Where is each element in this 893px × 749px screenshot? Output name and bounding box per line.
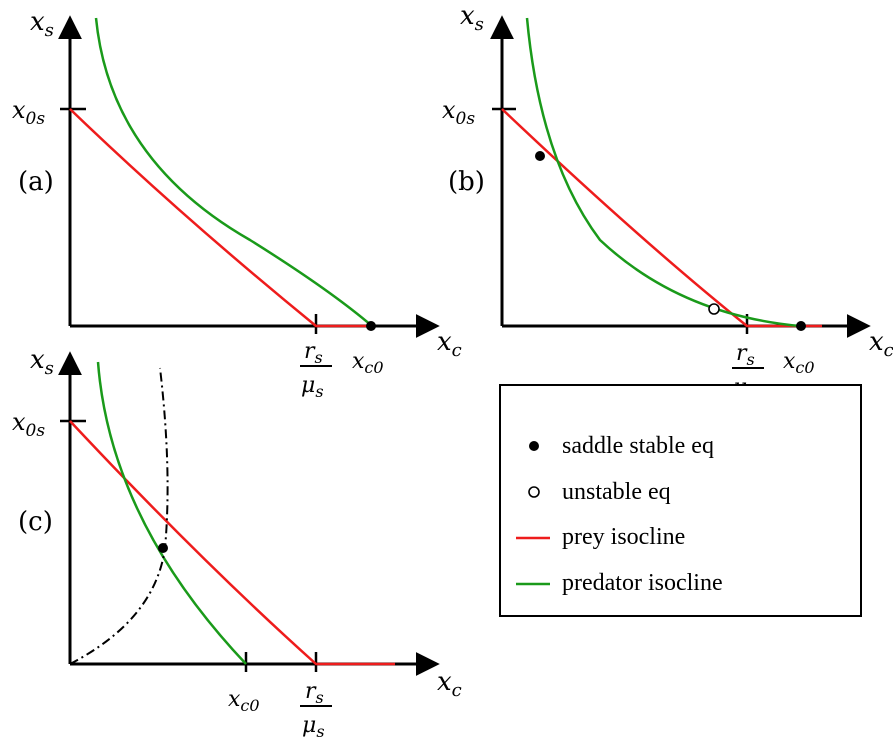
svg-text:μs: μs bbox=[301, 373, 324, 401]
panel-c: xs x0s (c) xc xc0 rs μs bbox=[12, 345, 462, 741]
panel-b: xs x0s (b) xc rs μs xc0 bbox=[442, 1, 893, 403]
legend-saddle-marker bbox=[529, 441, 539, 451]
svg-text:μs: μs bbox=[302, 713, 325, 741]
svg-text:rs: rs bbox=[736, 341, 755, 369]
panel-b-predator-isocline bbox=[525, 17, 801, 328]
panel-c-x-axis-label: xc bbox=[437, 667, 462, 701]
panel-c-saddle-point bbox=[158, 543, 168, 553]
legend-saddle-label: saddle stable eq bbox=[562, 433, 714, 459]
panel-c-prey-isocline bbox=[69, 420, 395, 666]
panel-b-saddle-point-upper bbox=[535, 151, 545, 161]
panel-a-x-tick-xc0-label: xc0 bbox=[352, 349, 384, 377]
panel-a-x-axis-label: xc bbox=[437, 327, 462, 361]
panel-c-y-tick-label: x0s bbox=[12, 408, 45, 441]
panel-c-label: (c) bbox=[18, 507, 53, 537]
panel-a-label: (a) bbox=[18, 167, 54, 197]
panel-a-predator-isocline bbox=[94, 17, 373, 327]
panel-a-saddle-point bbox=[366, 321, 376, 331]
legend-unstable-label: unstable eq bbox=[562, 479, 671, 505]
panel-b-unstable-point bbox=[708, 303, 720, 315]
svg-text:rs: rs bbox=[305, 679, 324, 707]
panel-a-y-tick-label: x0s bbox=[12, 96, 45, 129]
legend-predator-label: predator isocline bbox=[562, 570, 723, 596]
panel-b-saddle-point-lower bbox=[796, 321, 806, 331]
legend-prey-label: prey isocline bbox=[562, 524, 685, 550]
panel-b-x-tick-xc0-label: xc0 bbox=[783, 349, 815, 377]
panel-a-prey-isocline bbox=[69, 108, 370, 328]
panel-b-y-axis-label: xs bbox=[460, 1, 484, 35]
panel-b-x-axis-label: xc bbox=[869, 327, 893, 361]
legend-item-saddle: saddle stable eq bbox=[529, 433, 714, 459]
panel-c-separatrix bbox=[69, 367, 169, 665]
panel-a-y-axis-label: xs bbox=[30, 7, 54, 41]
svg-text:rs: rs bbox=[304, 339, 323, 367]
panel-c-x-tick-rs-label: rs μs bbox=[300, 679, 332, 741]
legend-item-predator: predator isocline bbox=[516, 570, 723, 596]
panel-c-predator-isocline bbox=[96, 361, 247, 665]
legend-unstable-marker bbox=[528, 486, 540, 498]
panel-a: xs x0s (a) xc rs μs xc0 bbox=[12, 7, 462, 401]
legend-item-prey: prey isocline bbox=[516, 524, 685, 550]
panel-b-label: (b) bbox=[448, 167, 485, 197]
panel-c-x-tick-xc0-label: xc0 bbox=[228, 687, 260, 715]
legend-item-unstable: unstable eq bbox=[528, 479, 671, 505]
legend-box bbox=[499, 384, 862, 617]
panel-a-x-tick-rs-label: rs μs bbox=[300, 339, 332, 401]
panel-b-y-tick-label: x0s bbox=[442, 96, 475, 129]
panel-c-y-axis-label: xs bbox=[30, 345, 54, 379]
panel-b-prey-isocline bbox=[501, 108, 822, 328]
legend: saddle stable eq unstable eq prey isocli… bbox=[499, 384, 862, 617]
